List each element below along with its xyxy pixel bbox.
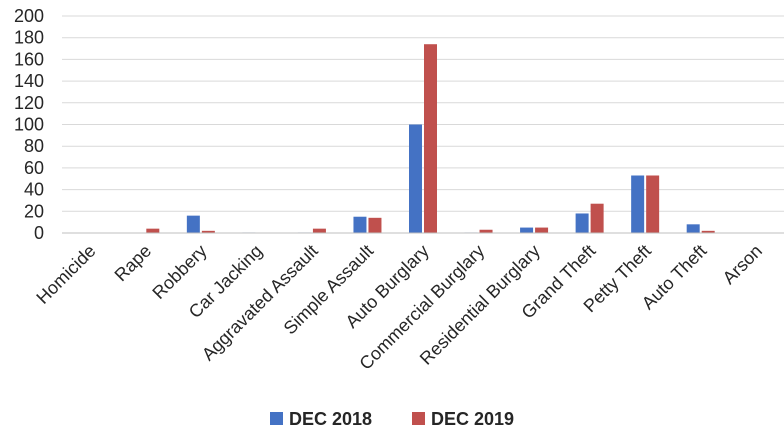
y-tick-label: 200 (14, 6, 44, 26)
y-tick-label: 20 (24, 201, 44, 221)
y-tick-label: 160 (14, 49, 44, 69)
y-tick-label: 0 (34, 223, 44, 243)
bar-dec-2018-auto-theft (686, 224, 700, 233)
bar-dec-2019-grand-theft (590, 203, 604, 233)
x-category-label: Rape (111, 241, 156, 286)
y-tick-label: 100 (14, 115, 44, 135)
x-category-label: Homicide (32, 241, 99, 308)
bar-dec-2018-auto-burglary (409, 124, 422, 233)
legend-label: DEC 2018 (289, 409, 372, 429)
legend-swatch (270, 412, 283, 425)
bar-dec-2019-simple-assault (368, 217, 382, 233)
bar-dec-2019-robbery (201, 230, 215, 233)
bar-dec-2019-petty-theft (646, 175, 660, 233)
y-tick-label: 120 (14, 93, 44, 113)
y-tick-label: 40 (24, 180, 44, 200)
legend-swatch (412, 412, 425, 425)
gridlines (62, 15, 784, 212)
x-category-label: Arson (719, 241, 766, 288)
bar-dec-2018-grand-theft (575, 213, 589, 233)
y-tick-label: 60 (24, 158, 44, 178)
y-tick-label: 180 (14, 28, 44, 48)
bar-dec-2019-aggravated-assault (312, 228, 326, 233)
bar-dec-2019-auto-theft (701, 230, 715, 233)
bar-dec-2018-petty-theft (631, 175, 645, 233)
bar-dec-2019-rape (146, 228, 160, 233)
y-tick-label: 80 (24, 136, 44, 156)
bar-dec-2018-robbery (186, 215, 200, 233)
bar-dec-2018-simple-assault (353, 216, 367, 233)
bar-dec-2019-commercial-burglary (479, 229, 493, 233)
legend: DEC 2018 DEC 2019 (270, 409, 514, 429)
bar-dec-2019-residential-burglary (535, 227, 549, 233)
bar-dec-2019-auto-burglary (424, 44, 437, 234)
legend-label: DEC 2019 (431, 409, 514, 429)
bars (146, 44, 715, 234)
bar-dec-2018-residential-burglary (520, 227, 534, 233)
y-tick-label: 140 (14, 71, 44, 91)
